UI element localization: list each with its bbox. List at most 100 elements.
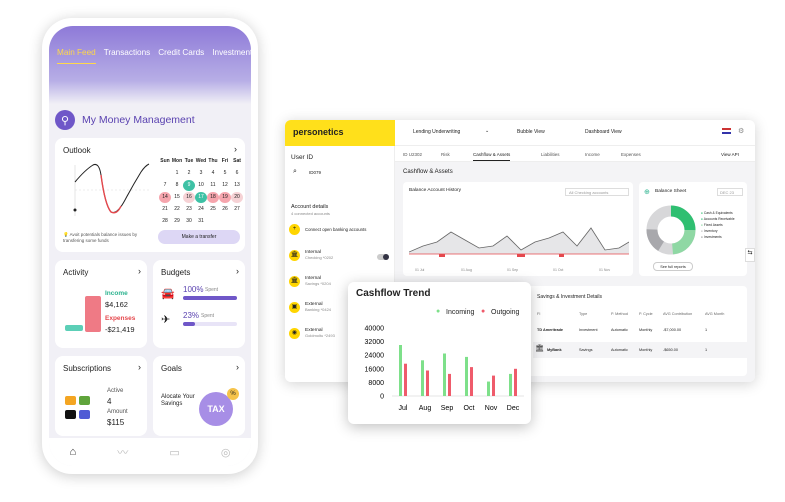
- calendar-day[interactable]: 25: [210, 206, 216, 212]
- goals-text: Alocate Your Savings: [161, 394, 195, 408]
- calendar-day[interactable]: 7: [163, 182, 167, 188]
- mode-select[interactable]: Lending Underwriting: [413, 129, 461, 135]
- phone-header: [49, 26, 251, 104]
- balance-legend: ● Cash & Equivalents ● Accounts Receivab…: [701, 210, 735, 240]
- savings-title: Savings & Investment Details: [537, 294, 603, 300]
- activity-card[interactable]: Activity › Income $4,162 Expenses -$21,4…: [55, 260, 147, 348]
- calendar-day[interactable]: 23: [186, 206, 192, 212]
- tab-income[interactable]: Income: [585, 152, 600, 157]
- chevron-right-icon[interactable]: ›: [138, 266, 141, 276]
- section-title: Cashflow & Assets: [403, 169, 453, 175]
- chevron-down-icon[interactable]: ⌄: [485, 128, 490, 134]
- make-transfer-button[interactable]: Make a transfer: [158, 230, 240, 244]
- calendar-day[interactable]: 14: [159, 192, 171, 203]
- flag-icon[interactable]: [722, 128, 731, 134]
- table-row-highlight: [533, 342, 747, 358]
- profile-icon[interactable]: ◎: [220, 446, 231, 459]
- account-row[interactable]: ◉ External Goldmoltu *2493: [289, 328, 335, 339]
- outlook-card[interactable]: Outlook › Sun Mon Tue Wed Thu Fri Sat 1 2 3 4 5 6 7 8 9…: [55, 138, 245, 252]
- calendar-day[interactable]: 22: [174, 206, 180, 212]
- calendar-day[interactable]: 12: [222, 182, 228, 188]
- calendar-day[interactable]: 6: [235, 170, 239, 176]
- calendar-day[interactable]: 9: [183, 180, 195, 191]
- gear-icon[interactable]: ⚙: [738, 128, 745, 135]
- tab-investment[interactable]: Investment: [212, 48, 251, 57]
- calendar-day[interactable]: 27: [234, 206, 240, 212]
- calendar-day[interactable]: 2: [187, 170, 191, 176]
- tab-liabilities[interactable]: Liabilities: [541, 152, 560, 157]
- calendar-day[interactable]: 17: [195, 192, 207, 203]
- y-tick-label: 16000: [365, 366, 385, 373]
- bar-outgoing-nov: [492, 375, 495, 396]
- table-row[interactable]: MyBank Savings Automatic Monthly -$650.00 1: [547, 348, 708, 352]
- home-icon[interactable]: ⌂: [69, 446, 77, 458]
- calendar-day[interactable]: 21: [162, 206, 168, 212]
- calendar-day[interactable]: 3: [199, 170, 203, 176]
- active-value: 4: [107, 397, 112, 406]
- calendar-day[interactable]: 31: [198, 218, 204, 224]
- chevron-right-icon[interactable]: ›: [138, 362, 141, 372]
- chevron-right-icon[interactable]: ›: [234, 144, 237, 154]
- account-row[interactable]: 🏛 Internal Savings *0204: [289, 276, 331, 287]
- calendar-day[interactable]: 28: [162, 218, 168, 224]
- outlook-tip: 💡 Avoit potentials balance issues by tra…: [63, 232, 138, 243]
- balance-sheet-icon: ⊕: [644, 189, 650, 196]
- tab-risk[interactable]: Risk: [441, 152, 450, 157]
- calendar-day[interactable]: 24: [198, 206, 204, 212]
- tab-main-feed[interactable]: Main Feed: [57, 48, 96, 64]
- bar-incoming-dec: [509, 373, 512, 396]
- calendar-day[interactable]: 13: [234, 182, 240, 188]
- tab-transactions[interactable]: Transactions: [103, 48, 151, 57]
- calendar-day[interactable]: 11: [210, 182, 216, 188]
- calendar-day[interactable]: 1: [175, 170, 179, 176]
- trend-icon[interactable]: 〰: [117, 447, 129, 459]
- y-tick-label: 24000: [365, 353, 385, 360]
- budget-1-percent: 100%: [183, 285, 204, 294]
- balance-donut-chart: [646, 205, 696, 255]
- balance-select[interactable]: DEC 23: [717, 188, 743, 196]
- calendar-day[interactable]: 19: [219, 192, 231, 203]
- calendar-day[interactable]: 26: [222, 206, 228, 212]
- calendar-day[interactable]: 15: [174, 194, 180, 200]
- tab-expenses[interactable]: Expenses: [621, 152, 641, 157]
- x-tick-label: Dec: [507, 405, 520, 412]
- calendar-day[interactable]: 8: [175, 182, 179, 188]
- budgets-card[interactable]: Budgets › 🚘 100% Spent ✈ 23% Spent: [153, 260, 245, 348]
- user-id-input[interactable]: ID079: [309, 170, 322, 175]
- view-api-button[interactable]: View API: [721, 152, 739, 157]
- bubble-view-button[interactable]: Bubble View: [517, 129, 545, 135]
- account-toggle[interactable]: [377, 254, 389, 260]
- bar-incoming-nov: [487, 381, 490, 396]
- calendar-day[interactable]: 16: [183, 192, 195, 203]
- card-icon[interactable]: ▭: [169, 446, 180, 459]
- side-filter-icon[interactable]: ⇆: [745, 248, 755, 262]
- calendar-day[interactable]: 20: [231, 192, 243, 203]
- subscriptions-card[interactable]: Subscriptions › Active 4 Amount $115: [55, 356, 147, 436]
- goals-card[interactable]: Goals › Alocate Your Savings TAX %: [153, 356, 245, 436]
- calendar-day[interactable]: 18: [207, 192, 219, 203]
- table-row[interactable]: TD Ameritrade Investment Automatic Monthly -…: [537, 328, 708, 332]
- calendar-day[interactable]: 10: [198, 182, 204, 188]
- account-row[interactable]: ▣ External Banking *0424: [289, 302, 331, 313]
- calendar-day: [159, 168, 171, 179]
- chevron-right-icon[interactable]: ›: [236, 266, 239, 276]
- history-select[interactable]: All Checking accounts: [565, 188, 629, 196]
- tab-credit-cards[interactable]: Credit Cards: [158, 48, 205, 57]
- dashboard-view-button[interactable]: Dashboard View: [585, 129, 622, 135]
- calendar-weekday: Mon: [171, 158, 183, 164]
- budget-2-track: [183, 322, 237, 326]
- see-full-reports-button[interactable]: See full reports: [653, 262, 693, 271]
- calendar-day[interactable]: 30: [186, 218, 192, 224]
- legend-item: ● Inventory: [701, 229, 718, 233]
- amount-value: $115: [107, 418, 125, 427]
- calendar-day[interactable]: 4: [211, 170, 215, 176]
- account-row[interactable]: 🏛 Internal Checking *0202: [289, 250, 334, 261]
- calendar-day[interactable]: 29: [174, 218, 180, 224]
- tab-cashflow-assets[interactable]: Cashflow & Assets: [473, 152, 511, 161]
- bar-incoming-oct: [465, 356, 468, 396]
- connect-accounts-button[interactable]: + Connect open banking accounts: [289, 224, 366, 235]
- plus-icon: +: [289, 224, 300, 235]
- budget-1-spent: Spent: [205, 287, 219, 293]
- chevron-right-icon[interactable]: ›: [236, 362, 239, 372]
- calendar-day[interactable]: 5: [223, 170, 227, 176]
